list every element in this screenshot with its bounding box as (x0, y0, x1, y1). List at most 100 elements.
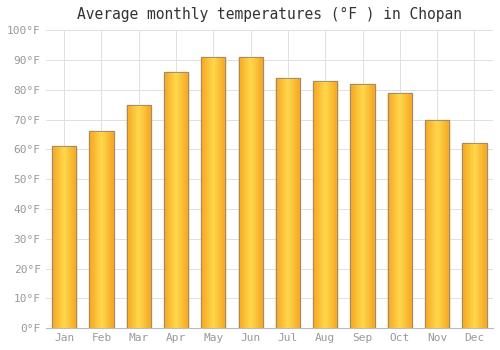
Bar (448, 119, 449, 328)
Bar (222, 57, 223, 328)
Bar (439, 119, 440, 328)
Bar (132, 105, 134, 328)
Bar (68, 146, 69, 328)
Bar (225, 57, 226, 328)
Bar (254, 57, 255, 328)
Bar (213, 57, 214, 328)
Bar (366, 84, 367, 328)
Bar (243, 57, 244, 328)
Bar (219, 57, 220, 328)
Bar (112, 132, 113, 328)
Bar (145, 105, 146, 328)
Bar (325, 81, 326, 328)
Bar (56, 146, 57, 328)
Bar (126, 105, 151, 328)
Bar (428, 119, 429, 328)
Bar (100, 132, 101, 328)
Bar (321, 81, 322, 328)
Bar (276, 78, 300, 328)
Bar (205, 57, 206, 328)
Bar (109, 132, 110, 328)
Bar (356, 84, 357, 328)
Bar (137, 105, 138, 328)
Bar (113, 132, 114, 328)
Bar (92, 132, 93, 328)
Bar (313, 81, 314, 328)
Bar (180, 72, 181, 328)
Bar (480, 144, 481, 328)
Bar (316, 81, 317, 328)
Bar (483, 144, 484, 328)
Bar (255, 57, 256, 328)
Bar (75, 146, 76, 328)
Bar (353, 84, 354, 328)
Bar (360, 84, 362, 328)
Bar (136, 105, 137, 328)
Bar (242, 57, 243, 328)
Bar (94, 132, 95, 328)
Bar (289, 78, 290, 328)
Bar (284, 78, 285, 328)
Bar (446, 119, 447, 328)
Bar (443, 119, 444, 328)
Bar (223, 57, 224, 328)
Bar (95, 132, 96, 328)
Bar (179, 72, 180, 328)
Bar (358, 84, 359, 328)
Bar (54, 146, 55, 328)
Bar (288, 78, 289, 328)
Bar (201, 57, 226, 328)
Bar (215, 57, 216, 328)
Bar (296, 78, 297, 328)
Bar (245, 57, 246, 328)
Bar (186, 72, 187, 328)
Bar (170, 72, 171, 328)
Bar (57, 146, 58, 328)
Bar (241, 57, 242, 328)
Bar (392, 93, 393, 328)
Bar (63, 146, 64, 328)
Bar (476, 144, 477, 328)
Bar (395, 93, 396, 328)
Bar (67, 146, 68, 328)
Bar (253, 57, 254, 328)
Bar (357, 84, 358, 328)
Bar (318, 81, 319, 328)
Bar (402, 93, 403, 328)
Bar (141, 105, 142, 328)
Bar (148, 105, 149, 328)
Bar (429, 119, 430, 328)
Bar (370, 84, 371, 328)
Bar (433, 119, 434, 328)
Bar (217, 57, 218, 328)
Bar (99, 132, 100, 328)
Bar (214, 57, 215, 328)
Bar (425, 119, 426, 328)
Bar (472, 144, 473, 328)
Bar (128, 105, 129, 328)
Bar (400, 93, 401, 328)
Bar (282, 78, 283, 328)
Bar (332, 81, 333, 328)
Bar (238, 57, 239, 328)
Bar (240, 57, 241, 328)
Bar (337, 81, 338, 328)
Bar (279, 78, 280, 328)
Bar (209, 57, 210, 328)
Bar (431, 119, 432, 328)
Bar (394, 93, 395, 328)
Bar (393, 93, 394, 328)
Bar (164, 72, 165, 328)
Bar (181, 72, 182, 328)
Bar (248, 57, 249, 328)
Bar (335, 81, 336, 328)
Bar (389, 93, 390, 328)
Bar (327, 81, 328, 328)
Bar (256, 57, 258, 328)
Bar (390, 93, 392, 328)
Bar (210, 57, 211, 328)
Bar (173, 72, 174, 328)
Bar (470, 144, 471, 328)
Bar (102, 132, 104, 328)
Bar (244, 57, 245, 328)
